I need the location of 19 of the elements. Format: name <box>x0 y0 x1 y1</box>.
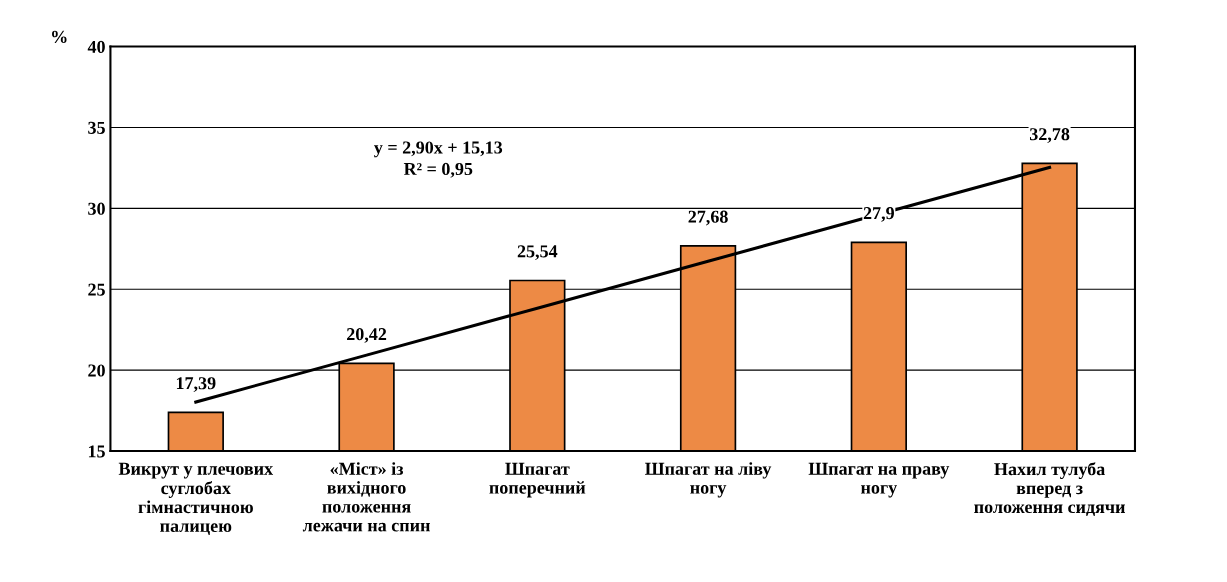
x-tick-label: Шпагат на праву ногу <box>808 462 950 498</box>
y-tick-label: 20 <box>88 364 105 377</box>
x-tick-label: Викрут у плечових суглобах гімнастичною палицею <box>118 462 274 535</box>
y-tick-label: 30 <box>88 202 105 215</box>
x-tick-label: «Міст» із вихідного положення лежачи на спин <box>302 462 430 532</box>
data-label: 25,54 <box>517 245 558 261</box>
y-tick-label: 25 <box>88 283 105 296</box>
x-tick-label: Шпагат поперечний <box>489 462 586 498</box>
data-label: 20,42 <box>347 328 387 343</box>
y-axis-title: % <box>52 30 67 43</box>
y-tick-label: 40 <box>87 40 105 53</box>
y-tick-label: 15 <box>88 445 105 458</box>
x-tick-label: Шпагат на ліву ногу <box>645 462 772 498</box>
x-tick-label: Нахил тулуба вперед з положення сидячи <box>974 462 1125 517</box>
y-tick-label: 35 <box>88 121 105 134</box>
data-label: 17,39 <box>176 377 216 392</box>
annotation: y = 2,90x + 15,13 R² = 0,95 <box>374 141 503 178</box>
data-label: 27,68 <box>688 210 728 226</box>
data-label: 32,78 <box>1029 128 1070 143</box>
